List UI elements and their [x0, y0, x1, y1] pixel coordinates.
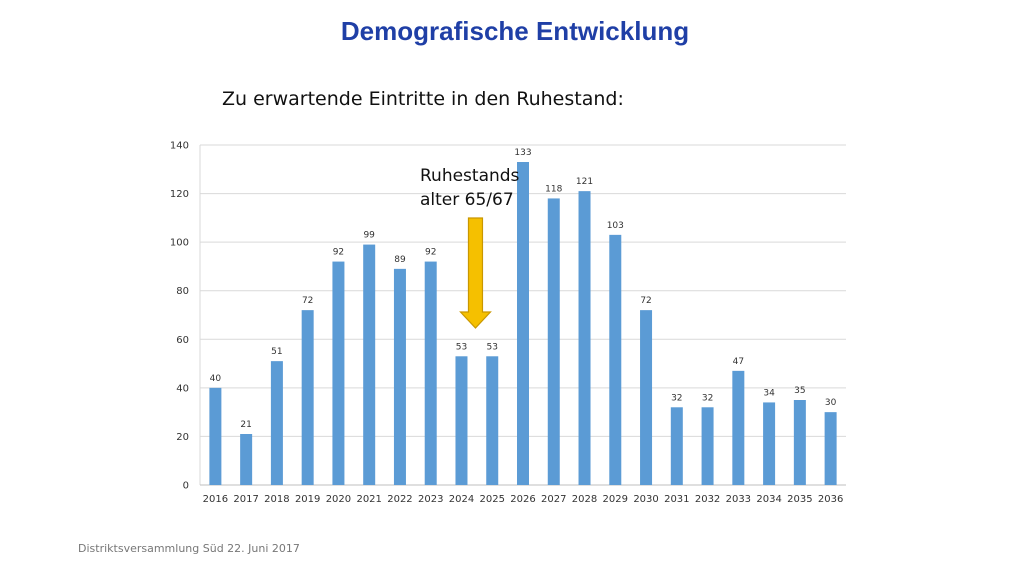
x-tick-label: 2017 — [233, 494, 258, 505]
data-label: 92 — [425, 248, 436, 258]
down-arrow-icon — [459, 217, 492, 329]
bar — [640, 310, 653, 485]
bar — [209, 387, 222, 485]
x-tick-label: 2031 — [664, 494, 689, 505]
x-axis-ticks: 2016 2017 2018 2019 2020 2021 2022 2023 2024 2025… — [203, 494, 844, 505]
data-label: 118 — [545, 184, 562, 194]
chart-subtitle: Zu erwartende Eintritte in den Ruhestand… — [222, 88, 624, 110]
data-label: 133 — [514, 148, 531, 158]
data-label: 89 — [394, 255, 406, 265]
y-tick-label: 140 — [170, 141, 189, 152]
x-tick-label: 2020 — [326, 494, 351, 505]
x-tick-label: 2016 — [203, 494, 228, 505]
x-tick-label: 2035 — [787, 494, 812, 505]
bar — [578, 191, 591, 485]
y-tick-label: 60 — [176, 335, 189, 346]
x-tick-label: 2026 — [510, 494, 535, 505]
y-tick-label: 120 — [170, 189, 189, 200]
data-label: 53 — [456, 342, 467, 352]
footer-text: Distriktsversammlung Süd 22. Juni 2017 — [78, 542, 300, 555]
bar — [455, 356, 468, 485]
y-tick-label: 0 — [183, 481, 189, 492]
bars — [209, 162, 837, 485]
bar — [301, 310, 314, 485]
y-tick-label: 80 — [176, 286, 189, 297]
bar — [670, 407, 683, 485]
y-tick-label: 100 — [170, 238, 189, 249]
bar — [732, 370, 745, 485]
data-label: 34 — [763, 388, 775, 398]
data-label: 30 — [825, 398, 837, 408]
x-tick-label: 2032 — [695, 494, 720, 505]
annotation-line-1: Ruhestands — [420, 166, 520, 186]
data-label: 103 — [607, 221, 624, 231]
bar — [701, 407, 714, 485]
bar — [793, 400, 806, 485]
data-label: 72 — [640, 296, 651, 306]
y-tick-label: 20 — [176, 432, 189, 443]
data-label: 99 — [363, 231, 375, 241]
x-tick-label: 2023 — [418, 494, 443, 505]
x-tick-label: 2036 — [818, 494, 843, 505]
data-label: 32 — [671, 393, 682, 403]
x-tick-label: 2018 — [264, 494, 289, 505]
bar — [824, 412, 837, 485]
data-label: 21 — [240, 420, 251, 430]
x-tick-label: 2021 — [356, 494, 381, 505]
x-tick-label: 2025 — [480, 494, 505, 505]
data-label: 51 — [271, 347, 282, 357]
data-label: 92 — [333, 248, 344, 258]
data-label: 47 — [733, 357, 744, 367]
bar — [763, 402, 776, 485]
x-tick-label: 2024 — [449, 494, 474, 505]
x-tick-label: 2022 — [387, 494, 412, 505]
annotation-line-2: alter 65/67 — [420, 190, 514, 210]
bar — [332, 261, 345, 485]
bar — [517, 162, 529, 485]
down-arrow-icon — [459, 217, 492, 329]
x-tick-label: 2027 — [541, 494, 566, 505]
bar — [270, 361, 283, 485]
data-label: 35 — [794, 386, 805, 396]
bar — [424, 261, 437, 485]
x-tick-label: 2033 — [726, 494, 751, 505]
retirement-age-annotation: Ruhestands alter 65/67 — [420, 164, 519, 212]
data-label: 121 — [576, 177, 593, 187]
data-label: 40 — [210, 374, 222, 384]
bar — [363, 244, 376, 485]
x-tick-label: 2030 — [633, 494, 658, 505]
data-label: 53 — [487, 342, 498, 352]
bar — [393, 268, 406, 485]
bar — [609, 234, 622, 485]
slide-title: Demografische Entwicklung — [340, 16, 690, 46]
bar — [547, 198, 560, 485]
bar — [240, 434, 253, 485]
y-tick-label: 40 — [176, 383, 189, 394]
y-axis-ticks: 0 20 40 60 80 100 120 140 — [170, 141, 189, 492]
x-tick-label: 2029 — [603, 494, 628, 505]
x-tick-label: 2028 — [572, 494, 597, 505]
data-label: 32 — [702, 393, 713, 403]
x-tick-label: 2019 — [295, 494, 320, 505]
data-labels: 40 21 51 72 92 99 89 92 53 53 133 118 121 103 72 32 32 47… — [210, 148, 837, 430]
data-label: 72 — [302, 296, 313, 306]
x-tick-label: 2034 — [756, 494, 781, 505]
bar — [486, 356, 499, 485]
